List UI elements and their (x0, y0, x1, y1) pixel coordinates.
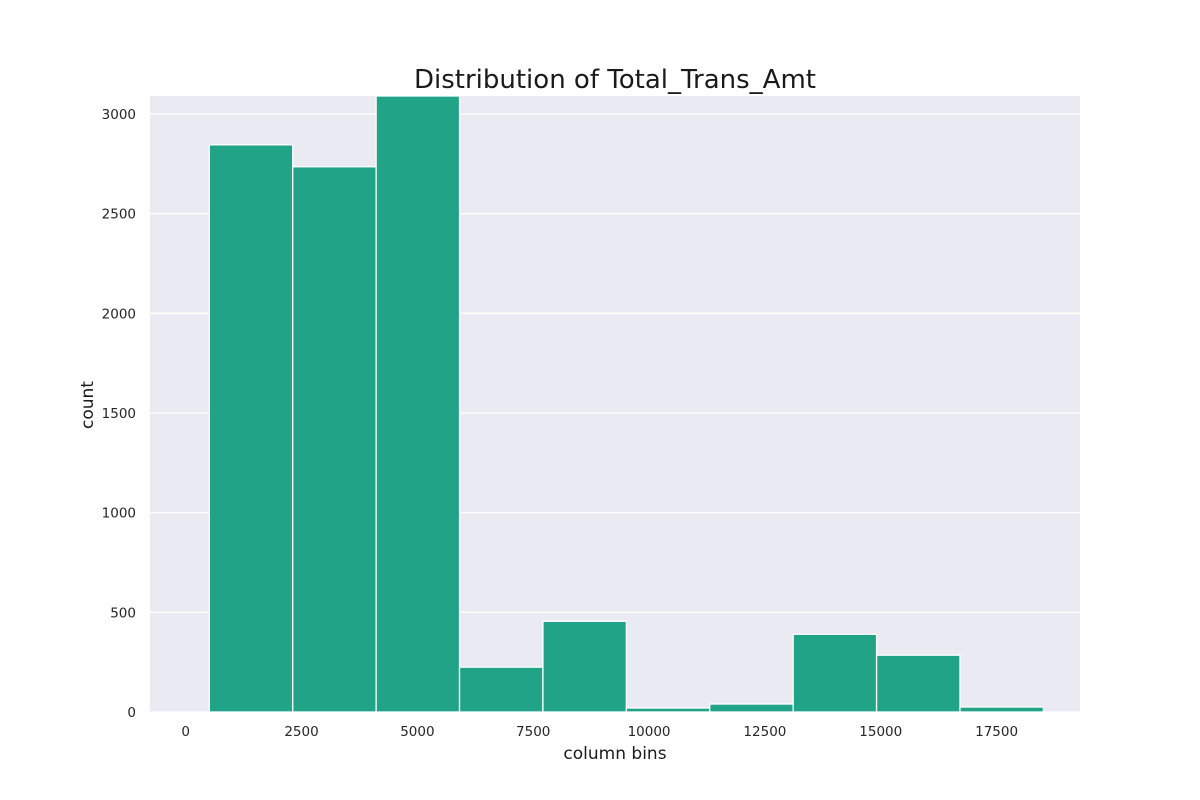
x-axis-label: column bins (563, 744, 666, 764)
x-tick-label: 12500 (743, 724, 786, 740)
y-axis-label: count (78, 381, 98, 429)
x-tick-label: 15000 (859, 724, 902, 740)
x-tick-label: 0 (181, 724, 190, 740)
x-tick-label: 10000 (628, 724, 671, 740)
x-tick-label: 5000 (400, 724, 434, 740)
x-tick-label: 17500 (975, 724, 1018, 740)
histogram-bar (542, 620, 628, 713)
y-tick-label: 2500 (102, 207, 136, 223)
y-tick-label: 500 (110, 605, 136, 621)
y-tick-label: 0 (127, 705, 136, 721)
y-tick-labels: 0 500 1000 1500 2000 2500 3000 (102, 107, 136, 721)
histogram-bar (709, 703, 794, 713)
bars (208, 95, 1045, 713)
histogram-bar (792, 633, 878, 713)
chart-title: Distribution of Total_Trans_Amt (414, 65, 816, 95)
y-tick-label: 1000 (102, 506, 136, 522)
x-tick-label: 2500 (284, 724, 318, 740)
histogram-bar (208, 144, 294, 713)
y-tick-label: 3000 (102, 107, 136, 123)
y-tick-label: 1500 (102, 406, 136, 422)
histogram-bar (959, 706, 1045, 713)
histogram-bar (625, 707, 711, 713)
histogram-bar (375, 95, 461, 713)
histogram-bar (292, 166, 377, 713)
x-tick-labels: 0 2500 5000 7500 10000 12500 15000 17500 (181, 724, 1018, 740)
y-tick-label: 2000 (102, 306, 136, 322)
histogram-bar (458, 666, 544, 713)
x-tick-label: 7500 (516, 724, 550, 740)
histogram-bar (875, 654, 961, 713)
